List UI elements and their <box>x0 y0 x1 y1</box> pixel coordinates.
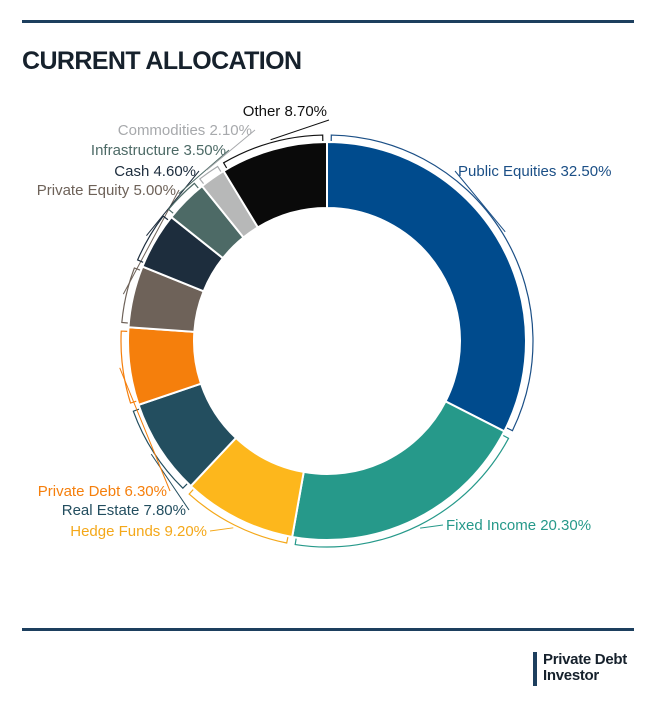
chart-title: CURRENT ALLOCATION <box>22 47 302 75</box>
brand-line-1: Private Debt <box>543 651 627 668</box>
bracket-fixed-income <box>294 434 510 548</box>
top-rule <box>22 20 634 23</box>
bracket-cash <box>136 215 169 263</box>
brand-logo: Private Debt Investor <box>533 652 627 686</box>
bracket-other <box>222 134 324 169</box>
label-fixed-income: Fixed Income 20.30% <box>446 517 591 534</box>
leader-private-debt <box>119 367 171 492</box>
slice-other <box>222 140 328 229</box>
leader-fixed-income <box>420 524 444 529</box>
label-infrastructure: Infrastructure 3.50% <box>91 142 226 159</box>
label-hedge-funds: Hedge Funds 9.20% <box>70 523 207 540</box>
leader-commodities <box>206 129 256 171</box>
slice-public-equities <box>326 140 527 433</box>
leader-infrastructure <box>178 149 230 195</box>
bracket-public-equities <box>330 134 534 432</box>
label-private-equity: Private Equity 5.00% <box>37 182 176 199</box>
leader-public-equities <box>454 170 506 233</box>
bottom-rule <box>22 628 634 631</box>
label-real-estate: Real Estate 7.80% <box>62 502 186 519</box>
bracket-private-equity <box>121 267 141 324</box>
bracket-commodities <box>198 165 222 185</box>
bracket-private-debt <box>120 330 137 404</box>
label-public-equities: Public Equities 32.50% <box>458 163 611 180</box>
leader-other <box>270 119 330 141</box>
bracket-hedge-funds <box>188 489 289 544</box>
brand-line-2: Investor <box>543 667 599 684</box>
label-commodities: Commodities 2.10% <box>118 122 252 139</box>
label-private-debt: Private Debt 6.30% <box>38 483 167 500</box>
leader-hedge-funds <box>209 527 234 532</box>
leader-cash <box>146 170 200 237</box>
label-other: Other 8.70% <box>243 103 327 120</box>
bracket-infrastructure <box>167 182 199 214</box>
label-cash: Cash 4.60% <box>114 163 196 180</box>
leader-real-estate <box>150 453 190 511</box>
